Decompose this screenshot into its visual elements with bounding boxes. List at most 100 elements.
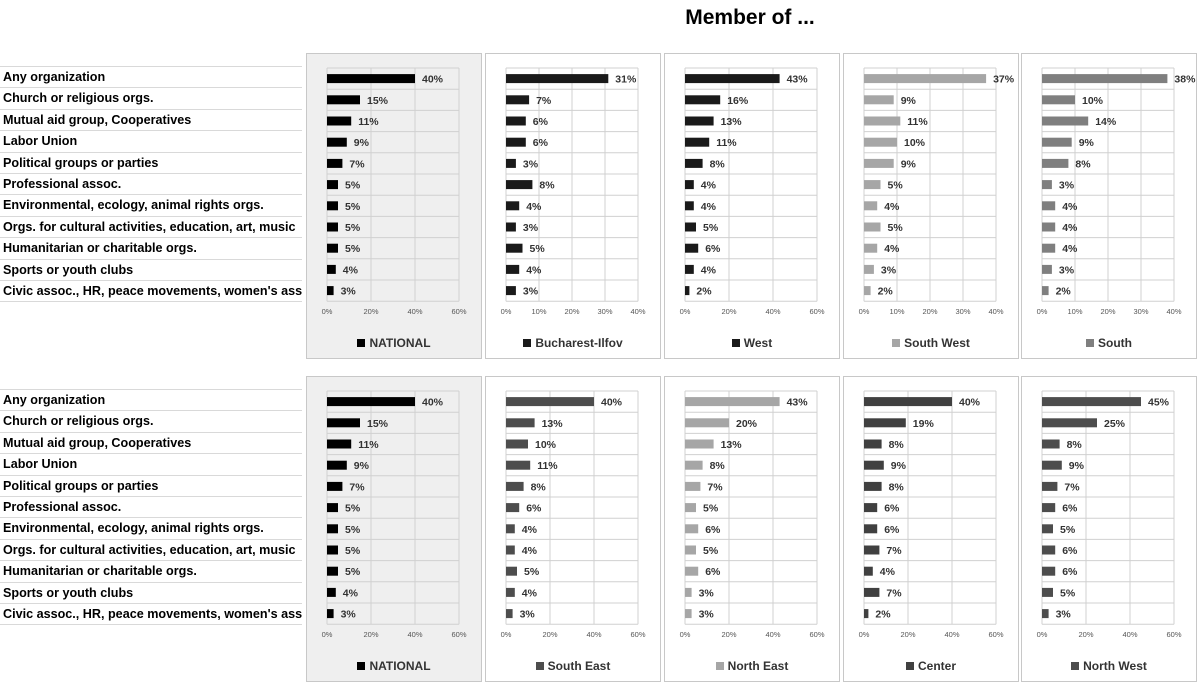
bar xyxy=(864,264,874,274)
bar xyxy=(327,201,338,211)
bar-value-label: 3% xyxy=(523,286,539,298)
bar xyxy=(864,116,901,126)
chart-panel: 0% 20% 40% 60% 40% 15% 11% 9% 7% 5% 5% 5% 5% 4% 3% NATI… xyxy=(306,376,482,682)
bar-value-label: 2% xyxy=(696,286,712,298)
x-tick-label: 20% xyxy=(721,630,736,639)
bar xyxy=(1042,566,1056,576)
x-tick-label: 40% xyxy=(407,307,422,316)
bar-value-label: 2% xyxy=(875,609,891,621)
chart-panel: 0% 20% 40% 60% 45% 25% 8% 9% 7% 6% 5% 6% 6% 5% 3% North… xyxy=(1021,376,1197,682)
x-tick-label: 0% xyxy=(859,307,870,316)
bar-value-label: 9% xyxy=(901,95,917,107)
x-tick-label: 0% xyxy=(322,307,333,316)
x-tick-label: 40% xyxy=(586,630,601,639)
bar-value-label: 10% xyxy=(1082,95,1104,107)
legend-swatch xyxy=(731,339,740,347)
category-label: Civic assoc., HR, peace movements, women… xyxy=(0,281,302,303)
bar xyxy=(327,418,360,428)
bar-chart-svg: 0% 10% 20% 30% 40%38%10%14%9%8%3%4%4%4%3%2% xyxy=(1037,67,1196,316)
bar-value-label: 4% xyxy=(1062,222,1078,234)
category-label: Church or religious orgs. xyxy=(0,411,302,433)
legend-label: South West xyxy=(904,336,970,350)
bar-value-label: 5% xyxy=(345,545,361,557)
bar xyxy=(327,222,338,232)
bar-value-label: 4% xyxy=(1062,243,1078,255)
bar xyxy=(685,286,690,296)
bar-value-label: 40% xyxy=(601,397,623,409)
bar-value-label: 9% xyxy=(891,460,907,472)
bar-chart-svg: 0% 20% 40% 60% 40% 13% 10% 11% 8% 6% 4% 4% 5% 4% 3% xyxy=(501,390,646,639)
bar xyxy=(506,418,535,428)
x-tick-label: 40% xyxy=(765,307,780,316)
bar xyxy=(685,180,694,190)
bar-value-label: 3% xyxy=(881,264,897,276)
bar xyxy=(506,201,520,211)
bar xyxy=(1042,222,1056,232)
x-tick-label: 60% xyxy=(630,630,645,639)
bar xyxy=(506,243,523,253)
bar xyxy=(685,545,696,555)
bar-chart-svg: 0% 20% 40% 60% 40% 15% 11% 9% 7% 5% 5% 5% 5% 4% 3% xyxy=(322,390,467,639)
bar xyxy=(506,503,520,513)
category-list: Any organization Church or religious orgs… xyxy=(0,389,302,626)
bar xyxy=(685,524,699,534)
bar-value-label: 4% xyxy=(526,264,542,276)
bar-value-label: 4% xyxy=(701,264,717,276)
bar-value-label: 16% xyxy=(727,95,749,107)
bar-value-label: 8% xyxy=(531,481,547,493)
bar xyxy=(1042,524,1053,534)
category-label: Orgs. for cultural activities, education… xyxy=(0,217,302,239)
bar-value-label: 7% xyxy=(349,158,365,170)
bar xyxy=(685,116,714,126)
category-label: Labor Union xyxy=(0,131,302,153)
x-tick-label: 20% xyxy=(363,630,378,639)
bar-value-label: 6% xyxy=(705,243,721,255)
legend-label: South East xyxy=(547,659,611,673)
bar-value-label: 7% xyxy=(349,481,365,493)
bar xyxy=(506,95,530,105)
bar xyxy=(864,503,878,513)
x-tick-label: 40% xyxy=(1166,307,1181,316)
bar xyxy=(506,481,524,491)
legend: South xyxy=(1022,336,1196,350)
bar-value-label: 5% xyxy=(524,566,540,578)
x-tick-label: 30% xyxy=(1133,307,1148,316)
legend-swatch xyxy=(892,339,901,347)
bar xyxy=(685,439,714,449)
bar xyxy=(506,439,528,449)
bar xyxy=(685,566,699,576)
bar xyxy=(1042,439,1060,449)
bar-value-label: 7% xyxy=(886,545,902,557)
x-tick-label: 0% xyxy=(859,630,870,639)
x-tick-label: 20% xyxy=(564,307,579,316)
bar xyxy=(864,566,873,576)
bar-value-label: 11% xyxy=(907,116,928,128)
bar-value-label: 3% xyxy=(1059,264,1075,276)
x-tick-label: 0% xyxy=(680,307,691,316)
bar xyxy=(506,137,526,147)
legend-swatch xyxy=(1071,662,1080,670)
bar xyxy=(506,587,515,597)
x-tick-label: 60% xyxy=(451,630,466,639)
bar-value-label: 5% xyxy=(345,201,361,213)
x-tick-label: 60% xyxy=(988,630,1003,639)
bar xyxy=(864,524,878,534)
bar-chart-svg: 0% 20% 40% 60% 40% 15% 11% 9% 7% 5% 5% 5% 5% 4% 3% xyxy=(322,67,467,316)
category-label: Orgs. for cultural activities, education… xyxy=(0,540,302,562)
legend-swatch xyxy=(1086,339,1094,347)
x-tick-label: 40% xyxy=(944,630,959,639)
bar-value-label: 20% xyxy=(736,418,758,430)
bar xyxy=(506,609,513,619)
bar xyxy=(506,222,516,232)
bar-value-label: 11% xyxy=(358,439,379,451)
bar-value-label: 4% xyxy=(343,264,359,276)
bar xyxy=(506,545,515,555)
bar-value-label: 4% xyxy=(522,587,538,599)
x-tick-label: 10% xyxy=(1067,307,1082,316)
bar-value-label: 5% xyxy=(1060,524,1076,536)
bar-value-label: 3% xyxy=(341,286,357,298)
bar-value-label: 6% xyxy=(884,524,900,536)
bar-value-label: 6% xyxy=(705,566,721,578)
bar xyxy=(864,201,878,211)
legend: West xyxy=(665,336,839,350)
